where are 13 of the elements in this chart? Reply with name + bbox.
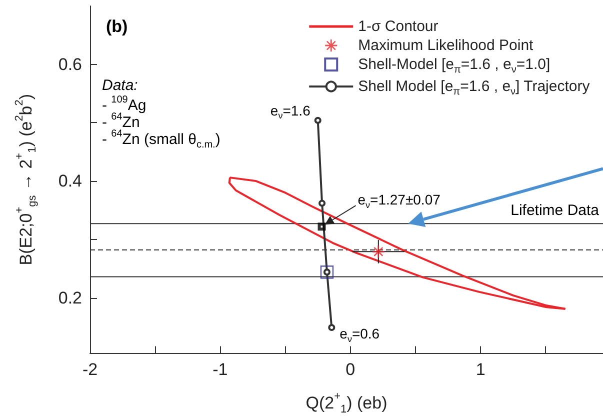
y-tick-label: 0.2 (58, 288, 82, 308)
annotation: Data: (102, 77, 138, 94)
legend-label: Maximum Likelihood Point (358, 37, 534, 54)
x-tick-label: -1 (212, 360, 228, 380)
x-tick-label: 1 (476, 360, 486, 380)
y-tick-label: 0.4 (58, 172, 82, 191)
annotation: (b) (106, 17, 128, 36)
text: B(E2;0+gs → 2+1) (e2b2) (14, 94, 38, 266)
y-tick-label: 0.6 (58, 54, 82, 74)
x-tick-label: -2 (82, 360, 98, 380)
x-tick-label: 0 (346, 360, 356, 380)
ref-line-label: Lifetime Data (510, 202, 600, 220)
legend-label: 1-σ Contour (358, 18, 438, 35)
